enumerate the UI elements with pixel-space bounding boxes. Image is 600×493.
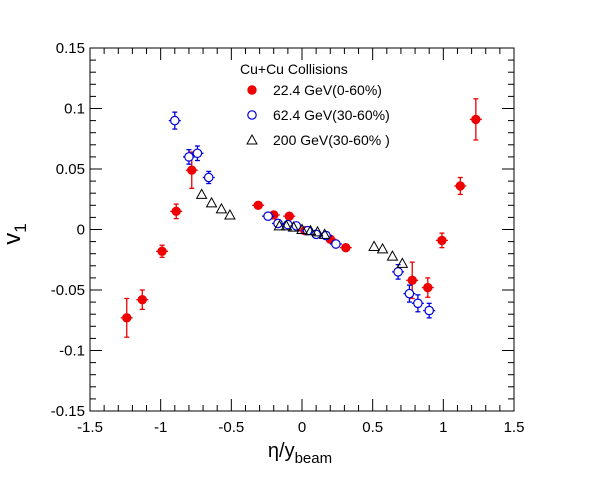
y-tick-label: 0.05 <box>56 161 85 178</box>
data-point <box>137 294 147 305</box>
data-point <box>157 246 167 256</box>
data-point <box>393 267 403 277</box>
y-tick-label: -0.05 <box>51 282 85 299</box>
data-point <box>304 224 317 236</box>
data-point <box>413 298 423 309</box>
x-axis-title: η/ybeam <box>268 440 332 467</box>
x-tick-label: 1 <box>439 419 447 436</box>
legend: Cu+Cu Collisions 22.4 GeV(0-60%) 62.4 GeV(… <box>240 61 390 148</box>
data-point <box>284 211 294 221</box>
data-point <box>396 257 409 268</box>
x-tick-label: 0.5 <box>362 419 383 436</box>
legend-entry-label: 200 GeV(30-60% ) <box>273 132 390 148</box>
series-0 <box>120 98 482 338</box>
x-tick-label: -1.5 <box>77 419 103 436</box>
series-2 <box>195 188 409 268</box>
data-point <box>203 172 214 183</box>
data-point <box>341 242 351 253</box>
y-tick-label: 0.15 <box>56 40 85 57</box>
x-tick-label: 1.5 <box>504 419 525 436</box>
data-point <box>171 206 181 217</box>
data-point <box>170 115 180 126</box>
x-tick-label: -1 <box>154 419 167 436</box>
y-tick-label: -0.1 <box>59 343 85 360</box>
data-point <box>195 188 208 199</box>
data-point <box>386 250 399 261</box>
data-point <box>205 196 218 208</box>
data-point <box>122 313 132 323</box>
legend-entry-label: 62.4 GeV(30-60%) <box>273 107 390 123</box>
series-layer <box>120 98 482 338</box>
data-point <box>424 305 434 316</box>
data-point <box>471 114 481 125</box>
data-point <box>184 152 194 162</box>
data-point <box>280 219 293 231</box>
legend-marker <box>247 85 257 95</box>
data-point <box>437 235 447 246</box>
y-axis-title-subscript: 1 <box>11 223 30 232</box>
legend-entry-label: 22.4 GeV(0-60%) <box>273 82 382 98</box>
axes-layer: -1.5 -1 -0.5 0 0.5 1 1.5 -0.15 -0.1 -0.05 0 0.05 0.1… <box>51 40 525 436</box>
legend-marker <box>247 110 257 120</box>
data-point <box>224 208 236 220</box>
x-axis-title-subscript: beam <box>295 450 333 467</box>
data-point <box>455 181 465 191</box>
data-point <box>296 223 308 234</box>
y-tick-label: -0.15 <box>51 403 85 420</box>
data-point <box>273 219 286 231</box>
x-tick-label: 0 <box>298 419 306 436</box>
legend-title: Cu+Cu Collisions <box>240 61 348 77</box>
data-point <box>331 239 341 249</box>
data-point <box>368 240 380 251</box>
data-point <box>376 242 389 254</box>
y-axis-title-main: v <box>0 233 26 245</box>
x-tick-label: -0.5 <box>218 419 244 436</box>
x-axis-title-main: η/y <box>268 440 295 462</box>
data-point <box>407 275 417 286</box>
data-point <box>423 282 433 293</box>
data-point <box>187 165 197 175</box>
y-tick-label: 0.1 <box>64 101 85 118</box>
data-point <box>404 288 415 299</box>
data-point <box>253 200 263 211</box>
data-point <box>318 228 331 239</box>
data-point <box>263 211 273 221</box>
data-point <box>287 221 300 232</box>
data-point <box>311 225 324 237</box>
data-point <box>215 202 228 214</box>
y-tick-label: 0 <box>77 222 85 239</box>
legend-marker <box>246 133 258 145</box>
y-axis-title: v1 <box>0 223 30 244</box>
data-point <box>192 148 203 159</box>
